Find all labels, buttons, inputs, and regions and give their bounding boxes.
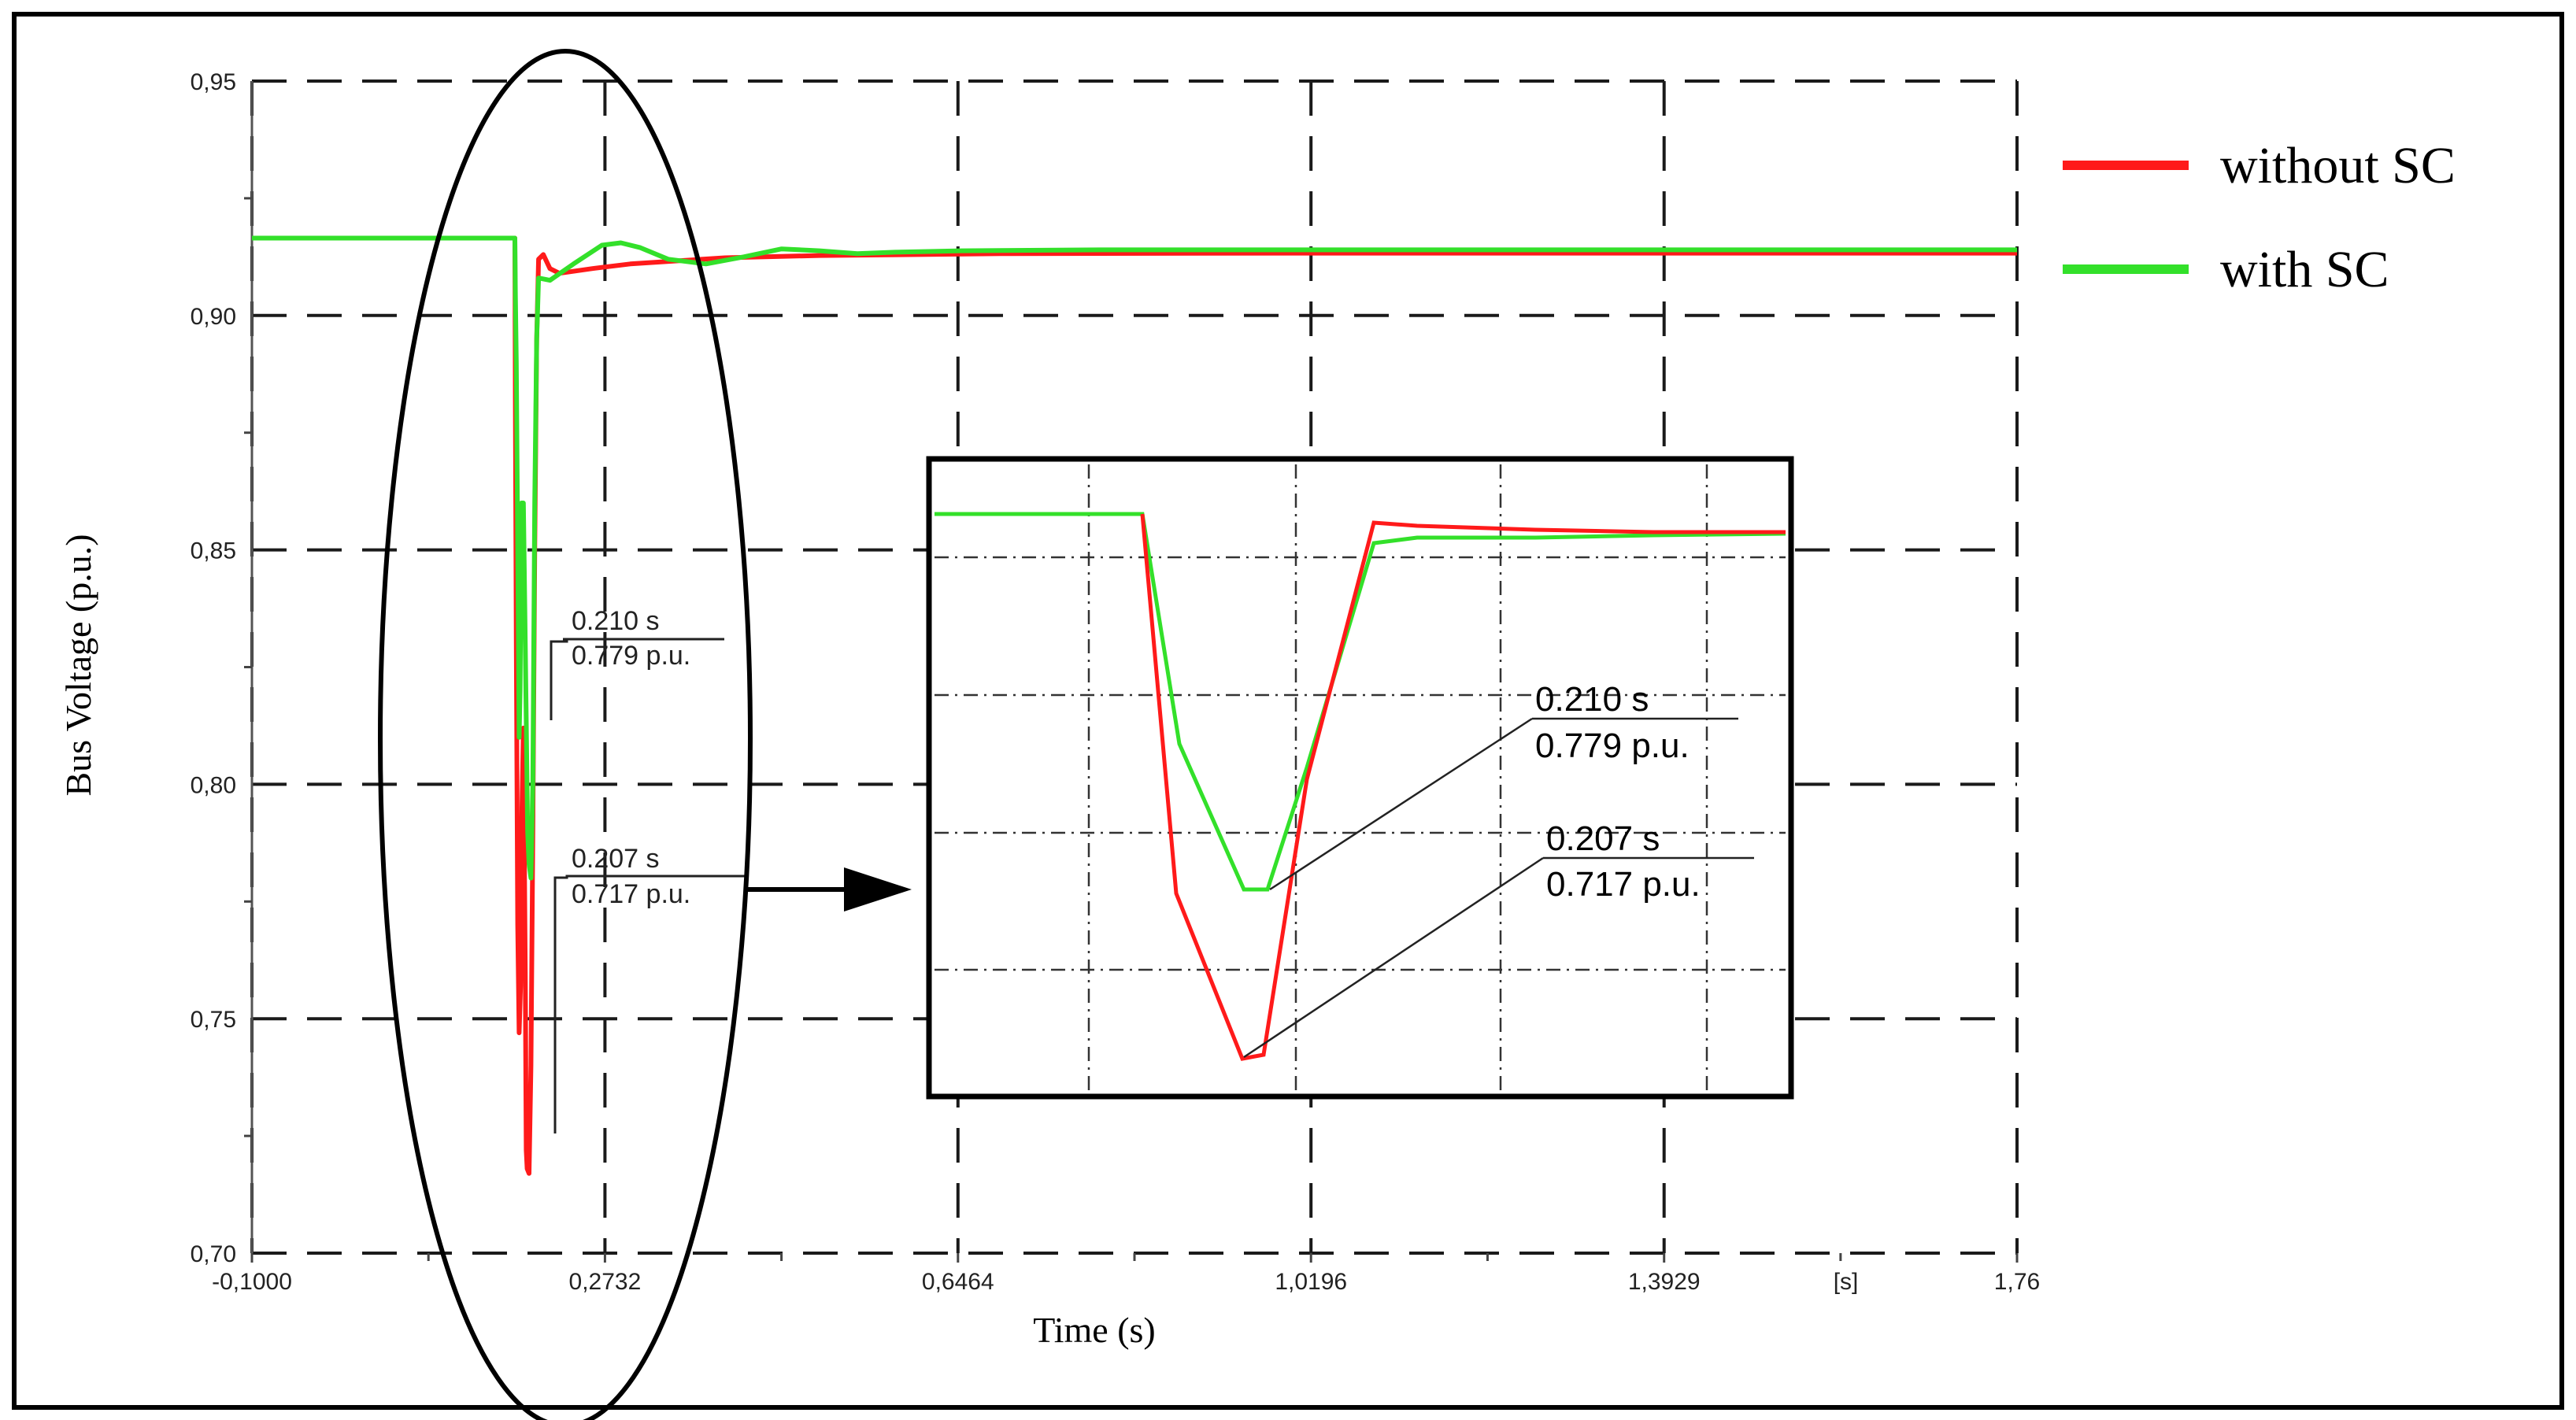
series-line-with-sc bbox=[252, 235, 2017, 881]
inset-series-with-sc bbox=[935, 512, 1786, 892]
y-tick-label-3: 0,80 bbox=[191, 772, 236, 798]
highlight-ellipse bbox=[378, 49, 753, 1420]
inset-zoom-panel: 0.210 s 0.779 p.u. 0.207 s 0.717 p.u. bbox=[926, 456, 1794, 1100]
y-tick-label-2: 0,85 bbox=[191, 538, 236, 564]
x-tick-label-3: 1,0196 bbox=[1275, 1269, 1347, 1295]
annotation-time-2: 0.207 s bbox=[572, 844, 660, 874]
inset-leader-1 bbox=[1269, 717, 1533, 891]
inset-frame bbox=[926, 456, 1794, 1100]
legend: without SC with SC bbox=[2063, 137, 2456, 298]
inset-series-without-sc bbox=[1140, 513, 1786, 1061]
x-unit-label: [s] bbox=[1834, 1269, 1859, 1295]
main-tick-labels: -0,1000 0,2732 0,6464 1,0196 1,3929 1,76 [s] 0,… bbox=[191, 69, 2041, 1295]
main-series bbox=[252, 235, 2017, 1176]
inset-annotation-time-2: 0.207 s bbox=[1546, 819, 1660, 858]
legend-label-without-sc: without SC bbox=[2220, 137, 2456, 194]
figure-frame bbox=[12, 12, 2564, 1410]
inset-arrow-head bbox=[844, 867, 912, 912]
y-tick-label-1: 0,90 bbox=[191, 304, 236, 330]
inset-grid bbox=[935, 464, 1786, 1091]
y-axis-title: Bus Voltage (p.u.) bbox=[58, 534, 98, 796]
annotation-leader-2 bbox=[553, 875, 746, 1133]
x-tick-label-0: -0,1000 bbox=[212, 1269, 292, 1295]
inset-leader-2 bbox=[1243, 856, 1544, 1059]
x-tick-label-5: 1,76 bbox=[1994, 1269, 2040, 1295]
inset-annotation-value-1: 0.779 p.u. bbox=[1535, 727, 1690, 765]
annotation-value-2: 0.717 p.u. bbox=[572, 879, 690, 909]
x-tick-label-1: 0,2732 bbox=[569, 1269, 642, 1295]
inset-annotation-value-2: 0.717 p.u. bbox=[1546, 865, 1701, 904]
annotation-value-1: 0.779 p.u. bbox=[572, 641, 690, 671]
y-tick-label-0: 0,95 bbox=[191, 69, 236, 95]
x-tick-label-2: 0,6464 bbox=[922, 1269, 994, 1295]
x-tick-label-4: 1,3929 bbox=[1628, 1269, 1701, 1295]
inset-annotation-time-1: 0.210 s bbox=[1535, 680, 1649, 719]
y-tick-label-5: 0,70 bbox=[191, 1241, 236, 1267]
x-axis-title: Time (s) bbox=[1033, 1310, 1156, 1350]
y-tick-label-4: 0,75 bbox=[191, 1007, 236, 1033]
main-annotations: 0.210 s 0.779 p.u. 0.207 s 0.717 p.u. bbox=[550, 606, 746, 1133]
legend-label-with-sc: with SC bbox=[2220, 241, 2389, 298]
annotation-time-1: 0.210 s bbox=[572, 606, 660, 636]
